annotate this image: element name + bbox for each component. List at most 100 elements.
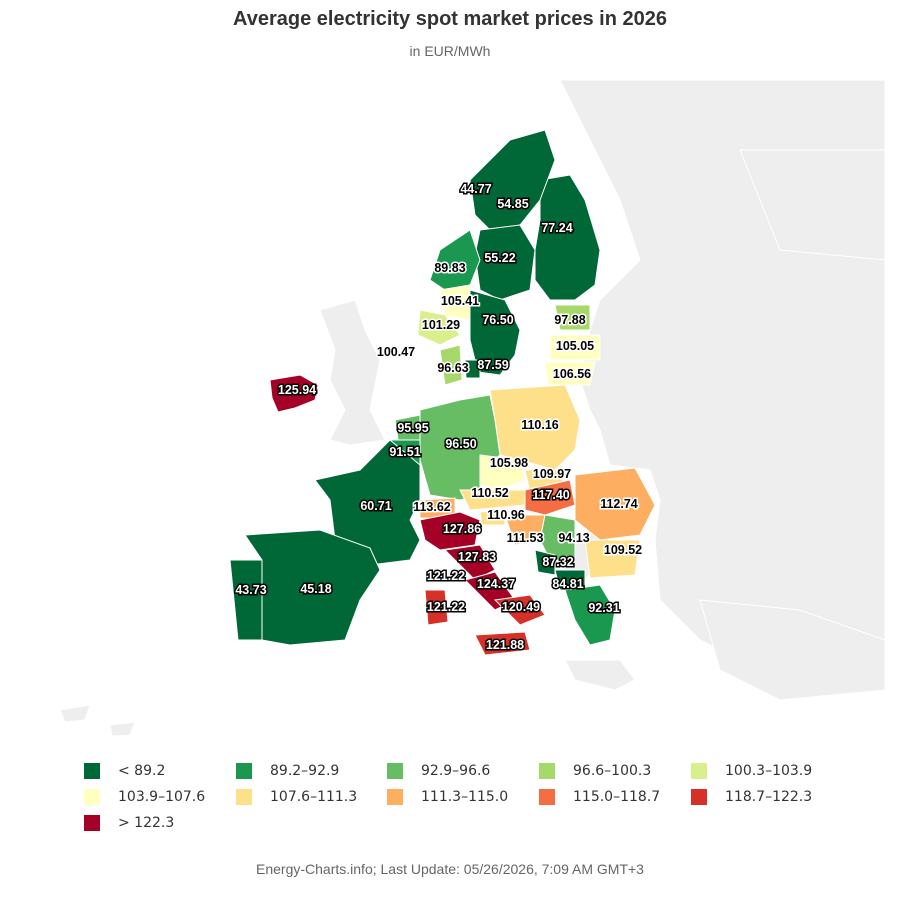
- region-serbia[interactable]: [539, 514, 576, 561]
- legend-label: 111.3–115.0: [421, 789, 509, 805]
- background-land: [59, 79, 886, 737]
- label-rs: 94.13: [558, 531, 589, 545]
- region-sardinia[interactable]: [424, 589, 449, 626]
- label-no3: 89.83: [434, 261, 465, 275]
- label-it-sici: 121.88: [486, 638, 524, 652]
- label-no2: 101.29: [422, 318, 460, 332]
- legend-item[interactable]: 115.0–118.7: [539, 786, 660, 808]
- label-ie: 125.94: [278, 383, 316, 397]
- label-it-csud: 124.37: [477, 577, 515, 591]
- region-greece[interactable]: [564, 584, 616, 646]
- legend-label: 96.6–100.3: [573, 763, 652, 779]
- region-latvia[interactable]: [549, 334, 601, 361]
- region-estonia[interactable]: [554, 304, 591, 331]
- legend-label: 115.0–118.7: [573, 789, 661, 805]
- label-it-sard2: 121.22: [427, 600, 465, 614]
- legend-swatch: [84, 815, 100, 831]
- legend-swatch: [84, 763, 100, 779]
- region-sweden-north[interactable]: [469, 129, 556, 231]
- label-es: 45.18: [300, 582, 331, 596]
- label-pt: 43.73: [235, 583, 266, 597]
- chart-title: Average electricity spot market prices i…: [233, 8, 667, 30]
- legend-label: > 122.3: [118, 815, 175, 831]
- region-spain[interactable]: [244, 529, 381, 646]
- region-montenegro[interactable]: [534, 549, 556, 576]
- label-it-sud: 120.49: [502, 600, 540, 614]
- label-pl: 110.16: [521, 418, 559, 432]
- label-lt: 106.56: [553, 367, 591, 381]
- label-hu: 117.40: [532, 488, 570, 502]
- region-norway-1[interactable]: [439, 284, 471, 321]
- label-fi: 77.24: [541, 221, 572, 235]
- legend-swatch: [691, 789, 707, 805]
- legend-label: 107.6–111.3: [270, 789, 358, 805]
- label-ee: 97.88: [554, 313, 585, 327]
- legend-item[interactable]: 107.6–111.3: [236, 786, 357, 808]
- value-labels: 44.77 54.85 77.24 55.22 89.83 105.41 101…: [234, 181, 644, 654]
- legend-item[interactable]: 100.3–103.9: [691, 760, 812, 782]
- legend-swatch: [387, 789, 403, 805]
- label-se1: 44.77: [460, 182, 491, 196]
- legend-label: < 89.2: [118, 763, 166, 779]
- label-se2: 54.85: [497, 197, 528, 211]
- label-de: 96.50: [445, 437, 476, 451]
- legend-swatch: [691, 763, 707, 779]
- label-it-north: 127.86: [443, 522, 481, 536]
- region-norway-2[interactable]: [417, 309, 461, 346]
- region-denmark-1[interactable]: [439, 344, 463, 386]
- region-ireland[interactable]: [269, 374, 319, 413]
- label-lv: 105.05: [556, 339, 594, 353]
- legend-label: 103.9–107.6: [118, 789, 206, 805]
- legend-item[interactable]: 103.9–107.6: [84, 786, 205, 808]
- legend-item[interactable]: 118.7–122.3: [691, 786, 812, 808]
- region-italy-north[interactable]: [419, 511, 481, 551]
- legend-swatch: [539, 763, 555, 779]
- chart-subtitle: in EUR/MWh: [409, 43, 491, 59]
- region-finland[interactable]: [534, 174, 601, 301]
- legend-item[interactable]: < 89.2: [84, 760, 165, 782]
- legend-item[interactable]: > 122.3: [84, 812, 174, 834]
- credits[interactable]: Energy-Charts.info; Last Update: 05/26/2…: [256, 861, 644, 877]
- region-italy-south[interactable]: [493, 594, 546, 626]
- label-hr: 111.53: [507, 531, 544, 545]
- label-bg: 109.52: [604, 543, 642, 557]
- label-gr: 92.31: [588, 601, 619, 615]
- label-at: 110.52: [471, 486, 509, 500]
- region-slovenia[interactable]: [479, 509, 506, 526]
- region-hungary[interactable]: [524, 479, 576, 516]
- region-sicily[interactable]: [474, 631, 531, 656]
- label-dk2: 87.59: [477, 358, 508, 372]
- region-lithuania[interactable]: [544, 361, 596, 386]
- label-mk: 84.81: [552, 577, 583, 591]
- label-dk1: 96.63: [437, 361, 468, 375]
- label-se3: 55.22: [484, 251, 515, 265]
- region-sweden-south[interactable]: [469, 289, 521, 376]
- label-ch: 113.62: [413, 500, 451, 514]
- label-no1: 105.41: [441, 294, 479, 308]
- legend-item[interactable]: 96.6–100.3: [539, 760, 651, 782]
- label-nl: 95.95: [397, 421, 428, 435]
- label-ro: 112.74: [600, 497, 638, 511]
- region-portugal[interactable]: [229, 559, 266, 641]
- legend-swatch: [236, 763, 252, 779]
- legend-item[interactable]: 89.2–92.9: [236, 760, 339, 782]
- label-it-cnor: 127.83: [458, 550, 496, 564]
- label-cz: 105.98: [490, 456, 528, 470]
- region-norway-3[interactable]: [429, 229, 481, 291]
- label-se4: 76.50: [482, 313, 513, 327]
- region-bulgaria[interactable]: [584, 539, 641, 579]
- legend-swatch: [84, 789, 100, 805]
- label-sk: 109.97: [533, 467, 571, 481]
- legend-swatch: [236, 789, 252, 805]
- legend-label: 118.7–122.3: [725, 789, 813, 805]
- region-czech[interactable]: [479, 454, 526, 491]
- legend-item[interactable]: 111.3–115.0: [387, 786, 508, 808]
- legend-label: 100.3–103.9: [725, 763, 813, 779]
- region-denmark-2[interactable]: [464, 359, 481, 379]
- region-italy-centre-north[interactable]: [443, 544, 496, 581]
- legend-item[interactable]: 92.9–96.6: [387, 760, 490, 782]
- legend-swatch: [539, 789, 555, 805]
- label-fr: 60.71: [360, 499, 391, 513]
- label-be: 91.51: [389, 445, 420, 459]
